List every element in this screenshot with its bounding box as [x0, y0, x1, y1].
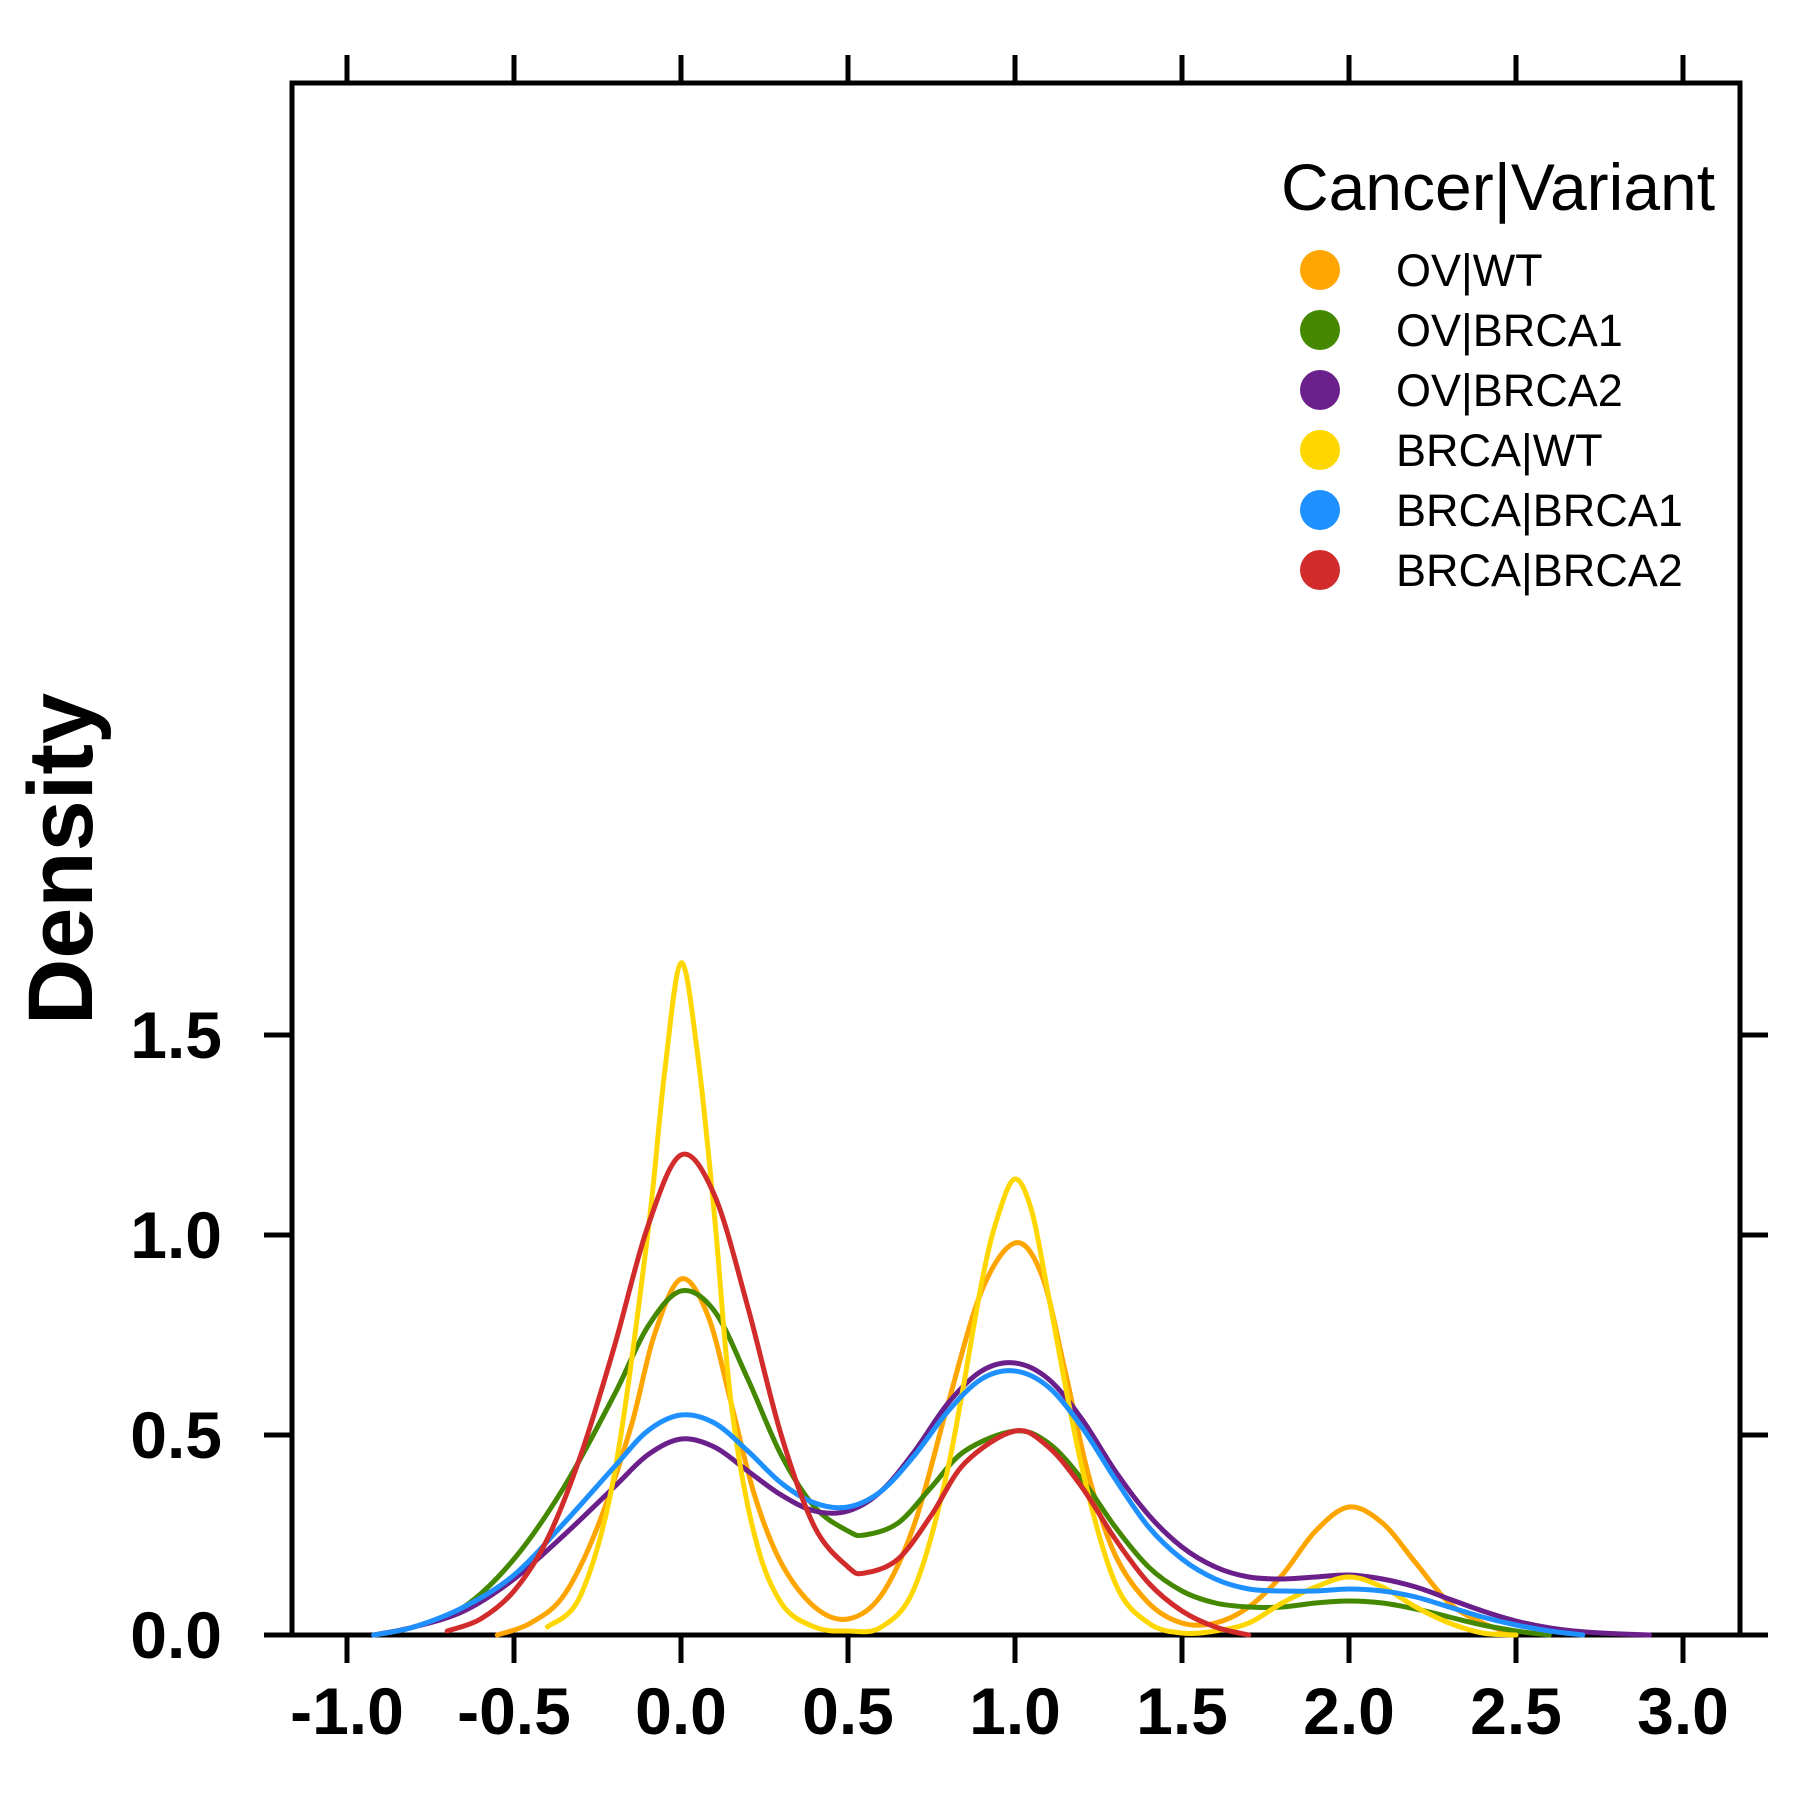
x-tick-label: 3.0	[1637, 1674, 1729, 1748]
legend-label: BRCA|WT	[1396, 425, 1603, 476]
legend: Cancer|Variant OV|WT OV|BRCA1 OV|BRCA2 BRCA…	[1281, 150, 1715, 596]
x-tick-label: 2.5	[1470, 1674, 1562, 1748]
legend-title: Cancer|Variant	[1281, 150, 1715, 224]
x-tick-label: -1.0	[290, 1674, 404, 1748]
legend-label: OV|BRCA1	[1396, 305, 1623, 356]
x-tick-label: -0.5	[457, 1674, 571, 1748]
density-curve-ov-brca1	[371, 1287, 1552, 1638]
legend-marker	[1300, 310, 1340, 350]
y-axis: 0.0 0.5 1.0 1.5	[130, 998, 1768, 1672]
legend-label: OV|BRCA2	[1396, 365, 1623, 416]
legend-marker	[1300, 250, 1340, 290]
density-curve-brca-brca2	[444, 1151, 1252, 1638]
legend-marker	[1300, 490, 1340, 530]
legend-marker	[1300, 430, 1340, 470]
y-tick-label: 1.5	[130, 998, 222, 1072]
legend-label: BRCA|BRCA2	[1396, 545, 1683, 596]
density-curves	[371, 960, 1653, 1638]
legend-label: BRCA|BRCA1	[1396, 485, 1683, 536]
x-tick-label: 1.0	[969, 1674, 1061, 1748]
density-curve-brca-wt	[544, 960, 1519, 1638]
y-tick-label: 0.5	[130, 1398, 222, 1472]
y-tick-label: 1.0	[130, 1198, 222, 1272]
x-tick-label: 1.5	[1136, 1674, 1228, 1748]
legend-marker	[1300, 370, 1340, 410]
x-tick-label: 2.0	[1303, 1674, 1395, 1748]
x-tick-label: 0.5	[802, 1674, 894, 1748]
legend-marker	[1300, 550, 1340, 590]
x-tick-label: 0.0	[635, 1674, 727, 1748]
y-tick-label: 0.0	[130, 1598, 222, 1672]
x-axis: -1.0 -0.5 0.0 0.5 1.0 1.5 2.0 2.5 3.0	[290, 55, 1729, 1748]
y-axis-label: Density	[10, 693, 112, 1025]
density-curve-brca-brca1	[371, 1368, 1586, 1638]
legend-label: OV|WT	[1396, 245, 1543, 296]
density-curve-ov-brca2	[371, 1360, 1653, 1638]
